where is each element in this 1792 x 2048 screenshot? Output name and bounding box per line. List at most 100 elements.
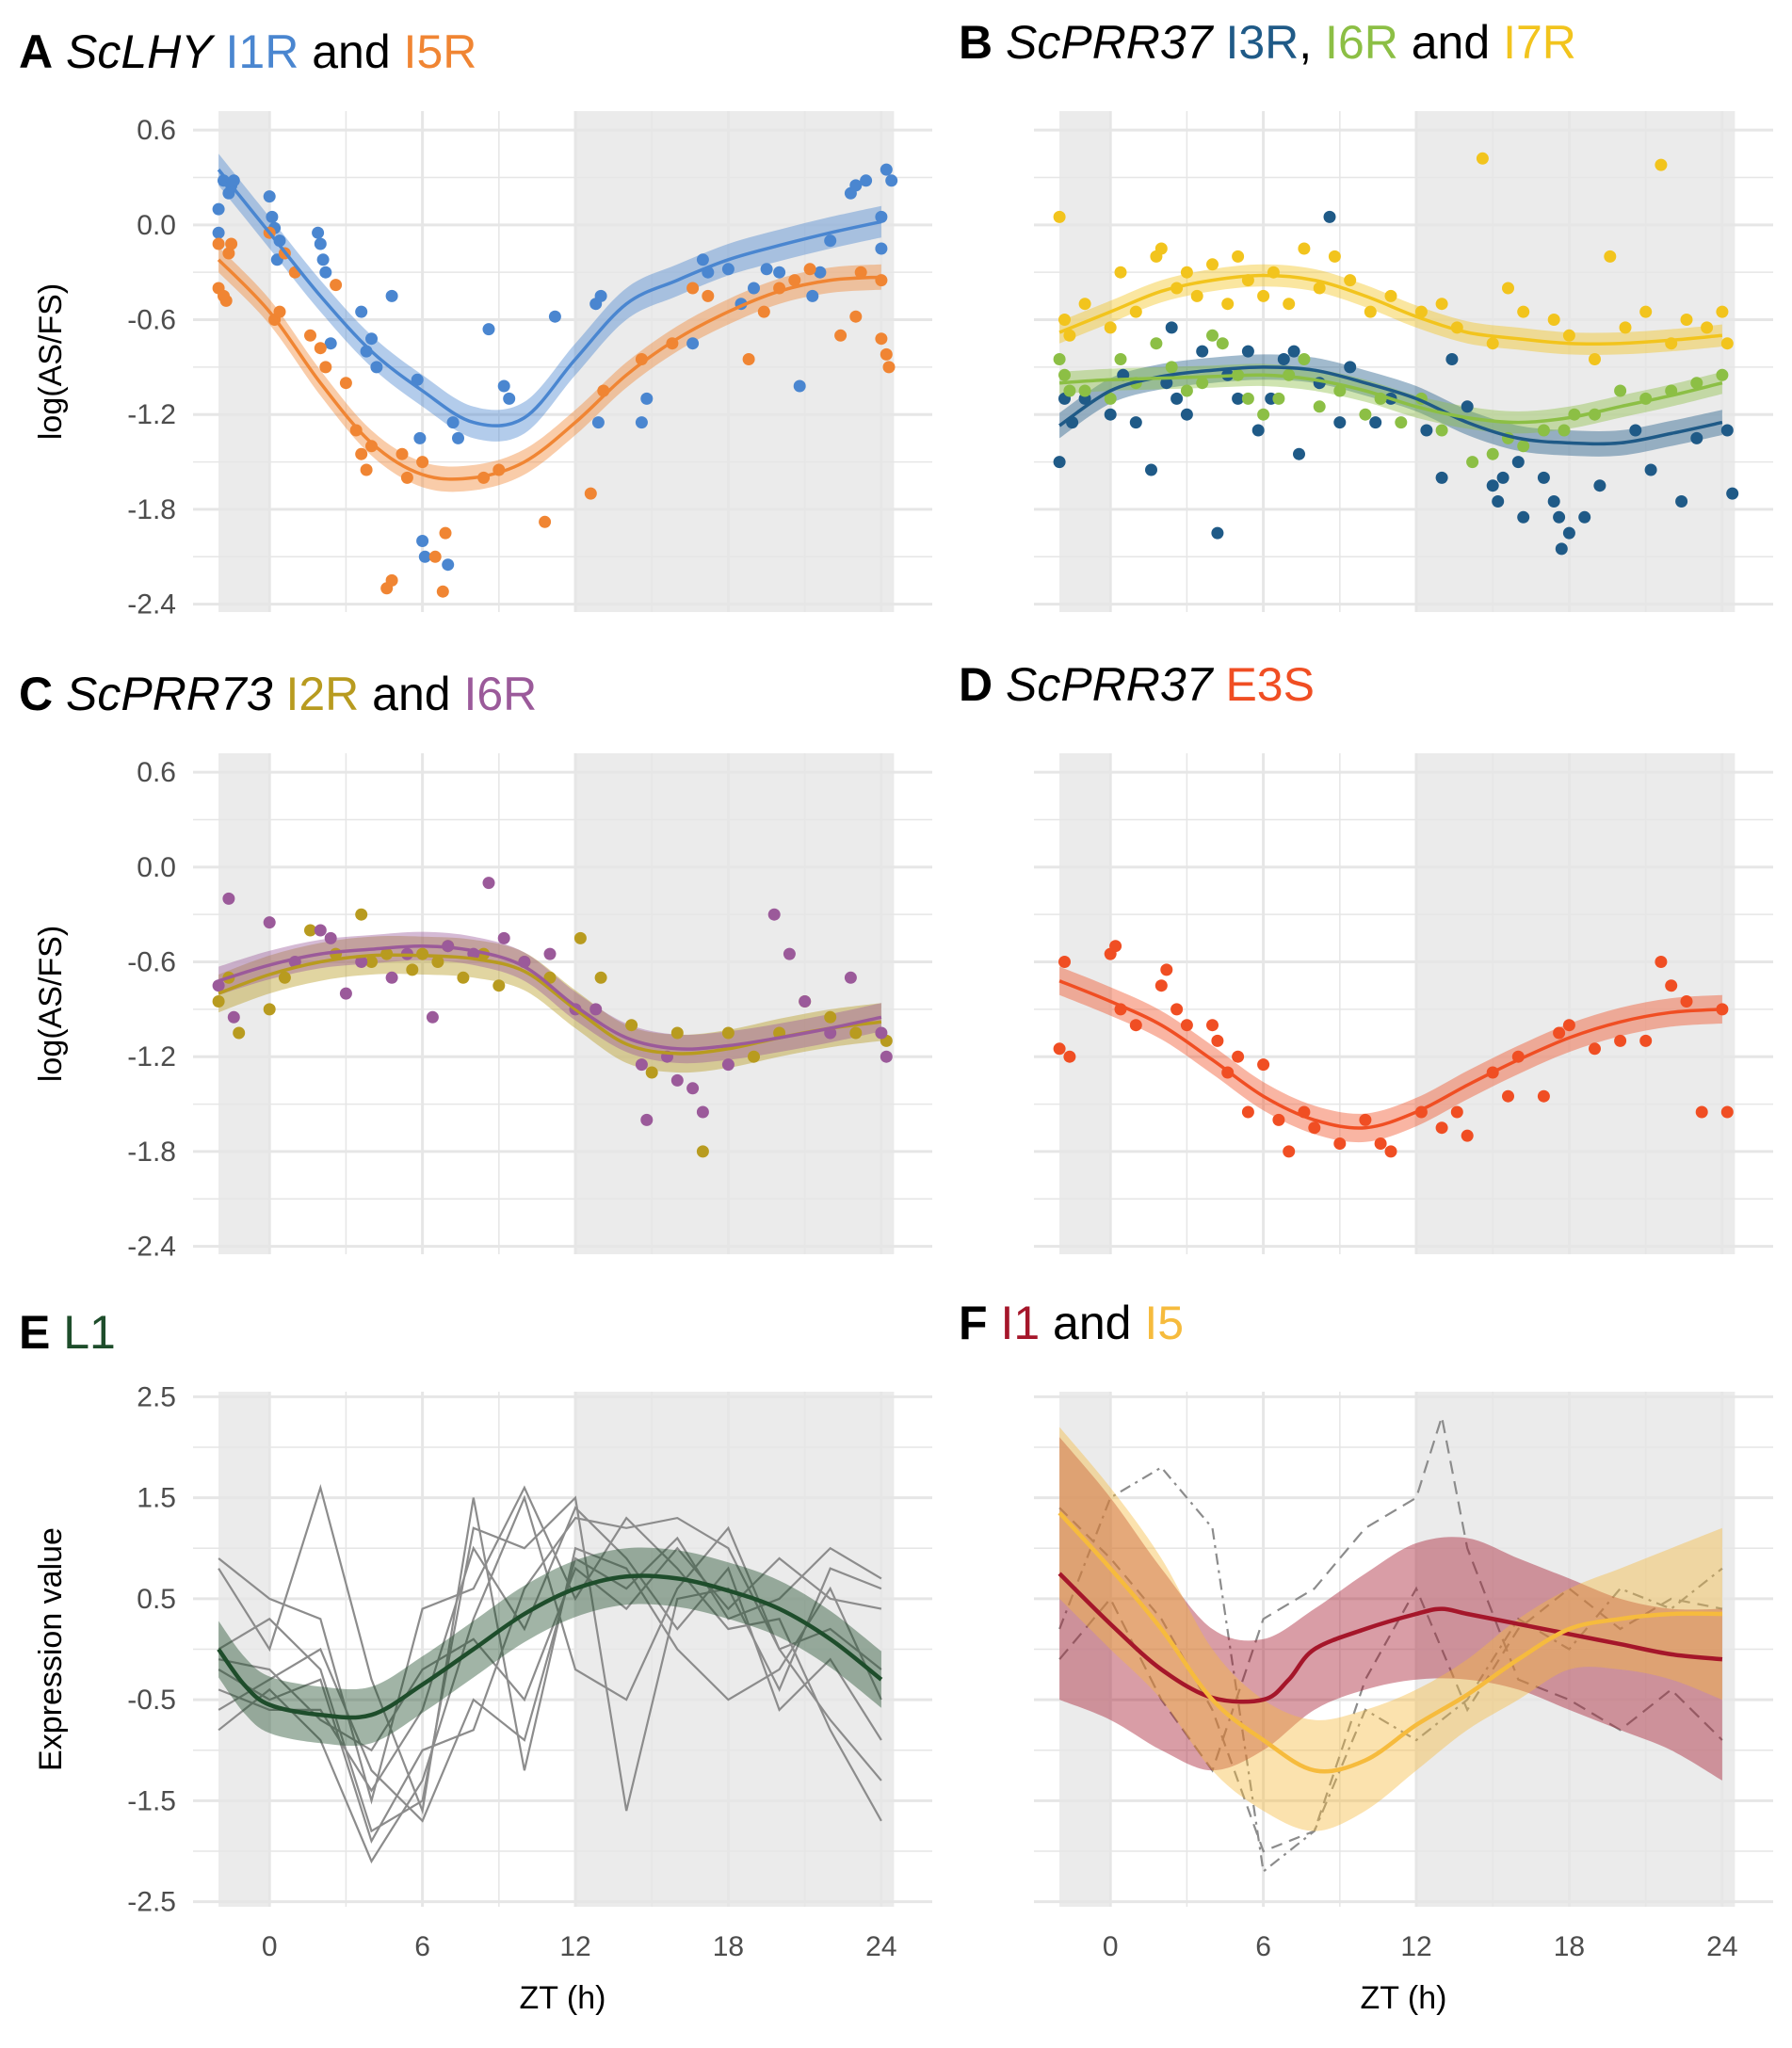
data-point-i6r xyxy=(339,987,352,1000)
data-point-i2r xyxy=(355,908,368,921)
data-point-i7r xyxy=(1298,242,1311,255)
data-point-i7r xyxy=(1190,289,1203,302)
data-point-i5r xyxy=(222,247,235,260)
data-point-e3s xyxy=(1359,1113,1372,1126)
data-point-i6r xyxy=(1537,424,1550,437)
x-tick-label: 6 xyxy=(1255,1931,1271,1962)
confidence-band-i6r xyxy=(218,931,881,1064)
data-point-i1r xyxy=(640,392,654,405)
data-point-i3r xyxy=(1644,463,1657,476)
data-point-i1r xyxy=(413,431,427,444)
data-point-i3r xyxy=(1562,526,1575,540)
data-point-i6r xyxy=(1241,392,1254,405)
data-point-i1r xyxy=(316,253,330,266)
data-point-i2r xyxy=(365,956,378,968)
title-part: I5R xyxy=(391,25,477,78)
data-point-i7r xyxy=(1221,298,1235,311)
data-point-e3s xyxy=(1553,1026,1566,1040)
data-point-i3r xyxy=(1555,542,1568,556)
data-point-i6r xyxy=(324,931,337,944)
data-point-i3r xyxy=(1511,456,1525,469)
data-point-i7r xyxy=(1476,152,1489,165)
data-point-e3s xyxy=(1170,1003,1184,1016)
data-point-i7r xyxy=(1517,305,1530,318)
y-tick-label: -0.6 xyxy=(127,947,176,978)
data-point-i2r xyxy=(696,1145,709,1158)
data-point-i1r xyxy=(370,361,383,374)
data-point-i3r xyxy=(1160,377,1173,390)
title-part: E3S xyxy=(1213,658,1315,711)
title-part: I7R xyxy=(1490,16,1576,69)
data-point-i2r xyxy=(492,979,506,992)
data-point-i5r xyxy=(365,440,378,453)
data-point-i3r xyxy=(1547,495,1560,508)
data-point-e3s xyxy=(1655,956,1668,968)
night-shade xyxy=(218,753,270,1254)
panel-title: D ScPRR37 E3S xyxy=(959,658,1315,711)
data-point-i7r xyxy=(1619,321,1632,334)
data-point-i6r xyxy=(263,916,276,929)
data-point-i2r xyxy=(263,1003,276,1016)
data-point-i2r xyxy=(278,971,291,984)
data-point-i7r xyxy=(1589,353,1601,365)
data-point-i1r xyxy=(793,379,806,393)
data-point-i3r xyxy=(1211,526,1224,540)
data-point-e3s xyxy=(1283,1145,1296,1158)
data-point-e3s xyxy=(1589,1042,1601,1056)
title-part: D xyxy=(959,658,993,711)
data-point-i7r xyxy=(1344,274,1357,287)
data-point-i6r xyxy=(880,1050,893,1063)
data-point-i1r xyxy=(885,174,898,187)
title-part: A xyxy=(19,25,53,78)
data-point-i1r xyxy=(312,226,325,239)
data-point-i3r xyxy=(1145,463,1157,476)
data-point-i7r xyxy=(1063,329,1076,342)
y-tick-label: -2.4 xyxy=(127,1232,176,1263)
data-point-i2r xyxy=(824,1010,837,1024)
data-point-i3r xyxy=(1180,408,1193,421)
data-point-i1r xyxy=(418,550,431,563)
panel-title: A ScLHY I1R and I5R xyxy=(19,25,476,78)
title-part: E xyxy=(19,1306,50,1359)
data-point-i3r xyxy=(1690,431,1703,444)
data-point-i5r xyxy=(304,329,316,342)
data-point-i3r xyxy=(1726,487,1739,500)
data-point-i1r xyxy=(849,179,863,192)
panel-E: 2.5 1.5 0.5 -0.5 -1.5 -2.5 Expression value 0 6 1… xyxy=(19,1306,932,2016)
title-part: I5 xyxy=(1131,1297,1184,1349)
x-tick-label: 0 xyxy=(1103,1931,1119,1962)
data-point-i6r xyxy=(1078,384,1091,397)
data-point-i7r xyxy=(1058,314,1071,326)
data-point-e3s xyxy=(1232,1050,1245,1063)
data-point-i6r xyxy=(227,1010,240,1024)
data-point-e3s xyxy=(1665,979,1678,992)
data-point-i7r xyxy=(1114,266,1127,279)
data-point-i7r xyxy=(1154,242,1168,255)
data-point-i5r xyxy=(436,585,449,598)
data-point-i7r xyxy=(1206,258,1219,271)
data-point-i5r xyxy=(349,424,363,437)
fit-curve-i6r xyxy=(218,943,882,1051)
data-point-i7r xyxy=(1547,314,1560,326)
data-point-i6r xyxy=(1690,377,1703,390)
data-point-i7r xyxy=(1486,337,1499,350)
data-point-e3s xyxy=(1384,1145,1397,1158)
data-point-i6r xyxy=(589,1003,603,1016)
night-shade xyxy=(1059,753,1111,1254)
data-point-i7r xyxy=(1129,305,1142,318)
data-point-i1r xyxy=(411,373,424,386)
data-point-i3r xyxy=(1293,447,1305,460)
y-tick-label: -1.8 xyxy=(127,1137,176,1168)
title-part: I3R xyxy=(1213,16,1300,69)
data-point-i3r xyxy=(1277,353,1290,365)
y-tick-label: 2.5 xyxy=(137,1381,176,1412)
data-point-i1r xyxy=(497,379,510,393)
data-point-i5r xyxy=(834,329,848,342)
data-point-i3r xyxy=(1104,408,1117,421)
y-tick-label: 0.5 xyxy=(137,1584,176,1615)
gene-profile-line xyxy=(218,1516,882,1845)
data-point-i6r xyxy=(640,1113,654,1126)
data-point-i3r xyxy=(1369,416,1382,429)
data-point-i6r xyxy=(1104,392,1117,405)
data-point-i6r xyxy=(1517,440,1530,453)
